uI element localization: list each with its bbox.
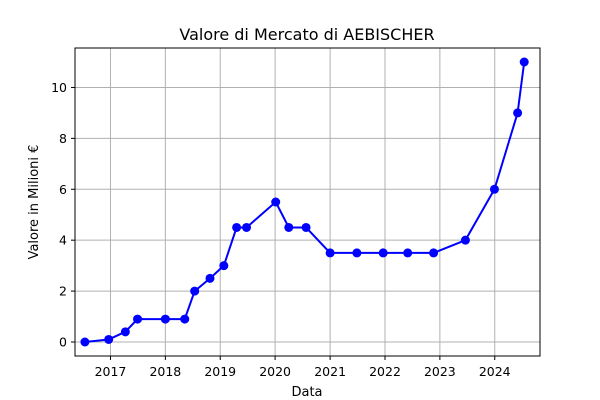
data-point	[180, 314, 190, 324]
x-tick-label: 2018	[149, 364, 181, 379]
data-point	[160, 314, 170, 324]
y-axis-label: Valore in Milioni €	[27, 145, 42, 260]
data-point	[378, 248, 388, 258]
series-layer	[80, 57, 529, 347]
data-point	[519, 57, 529, 67]
y-tick-label: 6	[59, 182, 67, 197]
data-point	[489, 184, 499, 194]
x-tick-label: 2020	[259, 364, 291, 379]
data-point	[301, 222, 311, 232]
plot-frame	[74, 47, 541, 357]
data-point	[80, 337, 90, 347]
data-point	[242, 222, 252, 232]
data-point	[104, 334, 114, 344]
data-point	[133, 314, 143, 324]
data-point	[352, 248, 362, 258]
data-point	[513, 108, 523, 118]
data-point	[460, 235, 470, 245]
x-axis-label: Data	[291, 385, 322, 400]
series-line	[84, 61, 526, 343]
data-point	[429, 248, 439, 258]
data-point	[284, 222, 294, 232]
y-tick-label: 2	[59, 284, 67, 299]
x-tick-label: 2024	[479, 364, 511, 379]
y-tick-label: 8	[59, 131, 67, 146]
y-tick-label: 10	[51, 80, 67, 95]
data-point	[325, 248, 335, 258]
data-point	[120, 327, 130, 337]
data-point	[403, 248, 413, 258]
y-tick-label: 0	[59, 335, 67, 350]
data-point	[205, 273, 215, 283]
y-tick-label: 4	[59, 233, 67, 248]
x-tick-label: 2021	[314, 364, 346, 379]
x-tick-label: 2019	[204, 364, 236, 379]
ticks: 2017 2018 2019 2020 2021 2022 2023 2024 0 2 4 6 8 10	[51, 80, 511, 379]
x-tick-label: 2017	[95, 364, 127, 379]
x-tick-label: 2023	[424, 364, 456, 379]
chart-title: Valore di Mercato di AEBISCHER	[179, 25, 434, 44]
grid	[75, 48, 540, 356]
data-point	[219, 261, 229, 271]
data-point	[190, 286, 200, 296]
data-point	[232, 222, 242, 232]
x-tick-label: 2022	[369, 364, 401, 379]
data-point	[271, 197, 281, 207]
